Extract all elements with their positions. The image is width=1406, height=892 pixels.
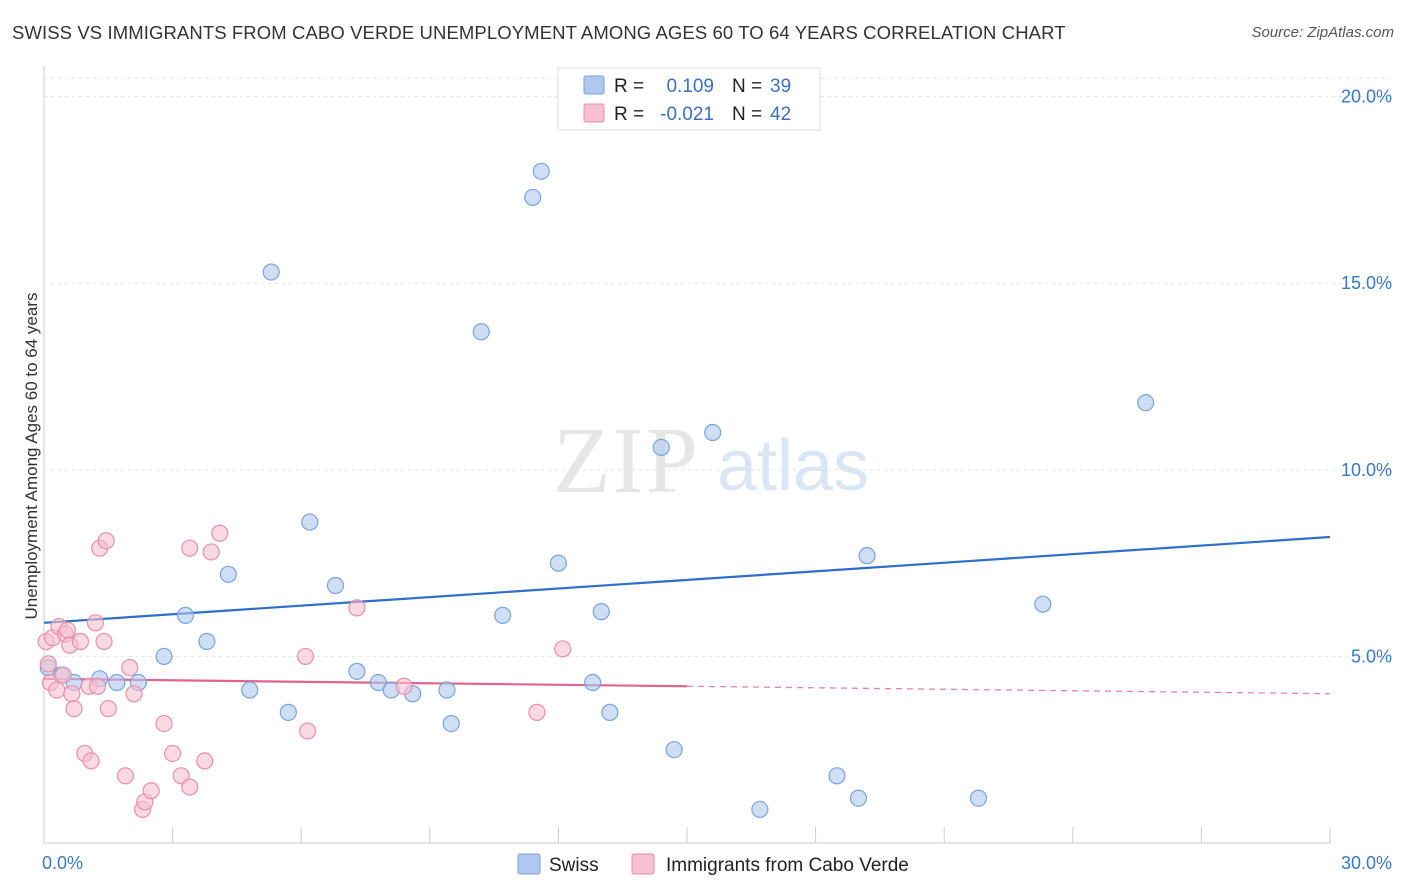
swiss-point-26 [584, 673, 602, 692]
cabo-verde-point-41 [554, 640, 572, 658]
cabo-verde-point-24 [125, 685, 143, 703]
swiss-point-34 [849, 789, 868, 807]
swiss-point-20 [442, 714, 460, 733]
swiss-point-22 [494, 606, 512, 624]
cabo-verde-point-17 [88, 677, 107, 695]
stats-legend-r-label-cabo: R = [614, 104, 644, 125]
swiss-point-37 [1034, 595, 1052, 613]
y-axis-title: Unemployment Among Ages 60 to 64 years [22, 293, 41, 620]
swiss-point-11 [262, 263, 280, 281]
swiss-point-23 [524, 188, 542, 207]
cabo-verde-point-21 [99, 700, 117, 718]
stats-legend-n-label-cabo: N = [732, 104, 762, 125]
cabo-verde-point-12 [71, 632, 90, 651]
axes [43, 66, 1331, 844]
trend-line-0 [43, 535, 1331, 624]
cabo-verde-point-27 [142, 782, 160, 800]
swiss-point-13 [301, 513, 319, 531]
stats-legend-n-label-swiss: N = [732, 76, 762, 97]
cabo-verde-point-39 [395, 677, 413, 695]
swiss-point-8 [198, 632, 216, 651]
cabo-verde-point-37 [299, 722, 317, 740]
trend-lines [43, 535, 1331, 695]
cabo-verde-point-32 [181, 539, 199, 557]
series-legend-label-cabo: Immigrants from Cabo Verde [666, 855, 909, 876]
swiss-point-33 [828, 767, 846, 785]
cabo-verde-point-31 [181, 778, 199, 796]
cabo-verde-point-38 [348, 599, 366, 617]
swiss-point-9 [219, 565, 237, 583]
grid-lines [44, 77, 1392, 657]
swiss-point-12 [279, 703, 297, 721]
x-tick-label-max: 30.0% [1341, 853, 1392, 873]
stats-legend-n-value-cabo: 42 [770, 104, 791, 125]
cabo-verde-point-19 [95, 632, 113, 651]
series-legend-swatch-swiss [517, 853, 541, 875]
swiss-point-19 [438, 681, 456, 699]
cabo-verde-points [37, 524, 572, 819]
stats-legend-n-value-swiss: 39 [770, 76, 791, 97]
cabo-verde-point-8 [58, 621, 77, 639]
stats-legend-swatch-cabo [583, 103, 605, 123]
y-tick-label-3: 20.0% [1341, 87, 1392, 107]
cabo-verde-point-33 [196, 752, 214, 770]
cabo-verde-point-16 [86, 614, 105, 632]
cabo-verde-point-22 [116, 767, 135, 785]
swiss-point-10 [241, 681, 259, 699]
swiss-point-32 [751, 800, 769, 819]
series-legend-swatch-cabo [631, 853, 655, 875]
watermark-atlas: atlas [717, 426, 869, 506]
swiss-point-31 [704, 423, 722, 442]
source-credit: Source: ZipAtlas.com [1251, 24, 1394, 41]
y-tick-label-2: 15.0% [1341, 273, 1392, 293]
stats-legend-r-label-swiss: R = [614, 76, 644, 97]
swiss-point-25 [549, 554, 568, 572]
chart-title: SWISS VS IMMIGRANTS FROM CABO VERDE UNEM… [12, 22, 1066, 43]
swiss-point-4 [108, 673, 126, 692]
y-tick-labels: 5.0% 10.0% 15.0% 20.0% [1341, 87, 1392, 667]
cabo-verde-point-10 [63, 685, 81, 703]
series-legend: Swiss Immigrants from Cabo Verde [517, 853, 909, 876]
swiss-point-7 [176, 606, 195, 624]
cabo-verde-point-35 [211, 524, 229, 542]
swiss-point-27 [592, 603, 610, 621]
swiss-point-28 [601, 703, 619, 721]
stats-legend-r-value-swiss: 0.109 [666, 76, 714, 97]
x-tick-label-min: 0.0% [42, 853, 83, 873]
cabo-verde-point-28 [155, 714, 173, 733]
watermark-zip: ZIP [553, 409, 700, 513]
swiss-point-14 [326, 576, 345, 595]
swiss-point-29 [652, 438, 670, 457]
swiss-point-30 [665, 741, 683, 759]
cabo-verde-point-23 [121, 659, 139, 677]
stats-legend-r-value-cabo: -0.021 [660, 104, 714, 125]
cabo-verde-point-34 [202, 543, 220, 561]
y-tick-label-0: 5.0% [1351, 646, 1392, 666]
series-legend-label-swiss: Swiss [549, 855, 599, 876]
swiss-point-24 [532, 162, 550, 180]
cabo-verde-point-40 [528, 703, 546, 721]
trend-line-dashed-1 [686, 685, 1331, 695]
stats-legend-swatch-swiss [583, 75, 605, 95]
swiss-point-36 [969, 789, 988, 807]
swiss-point-38 [1137, 394, 1155, 412]
cabo-verde-point-15 [82, 752, 100, 770]
swiss-point-35 [858, 547, 876, 565]
cabo-verde-point-1 [39, 655, 57, 673]
cabo-verde-point-6 [54, 666, 72, 684]
swiss-point-21 [472, 323, 490, 341]
stats-legend: R = 0.109 N = 39 R = -0.021 N = 42 [557, 67, 821, 131]
trend-line-1 [43, 677, 688, 688]
cabo-verde-point-20 [97, 532, 115, 550]
swiss-point-6 [155, 647, 173, 666]
cabo-verde-point-36 [296, 647, 315, 666]
cabo-verde-point-29 [164, 744, 182, 763]
cabo-verde-point-4 [48, 681, 66, 699]
y-tick-label-1: 10.0% [1341, 460, 1392, 480]
swiss-point-15 [348, 662, 366, 680]
swiss-point-16 [369, 673, 387, 692]
cabo-verde-point-11 [65, 700, 83, 718]
x-tick-labels: 0.0% 30.0% [42, 853, 1392, 873]
